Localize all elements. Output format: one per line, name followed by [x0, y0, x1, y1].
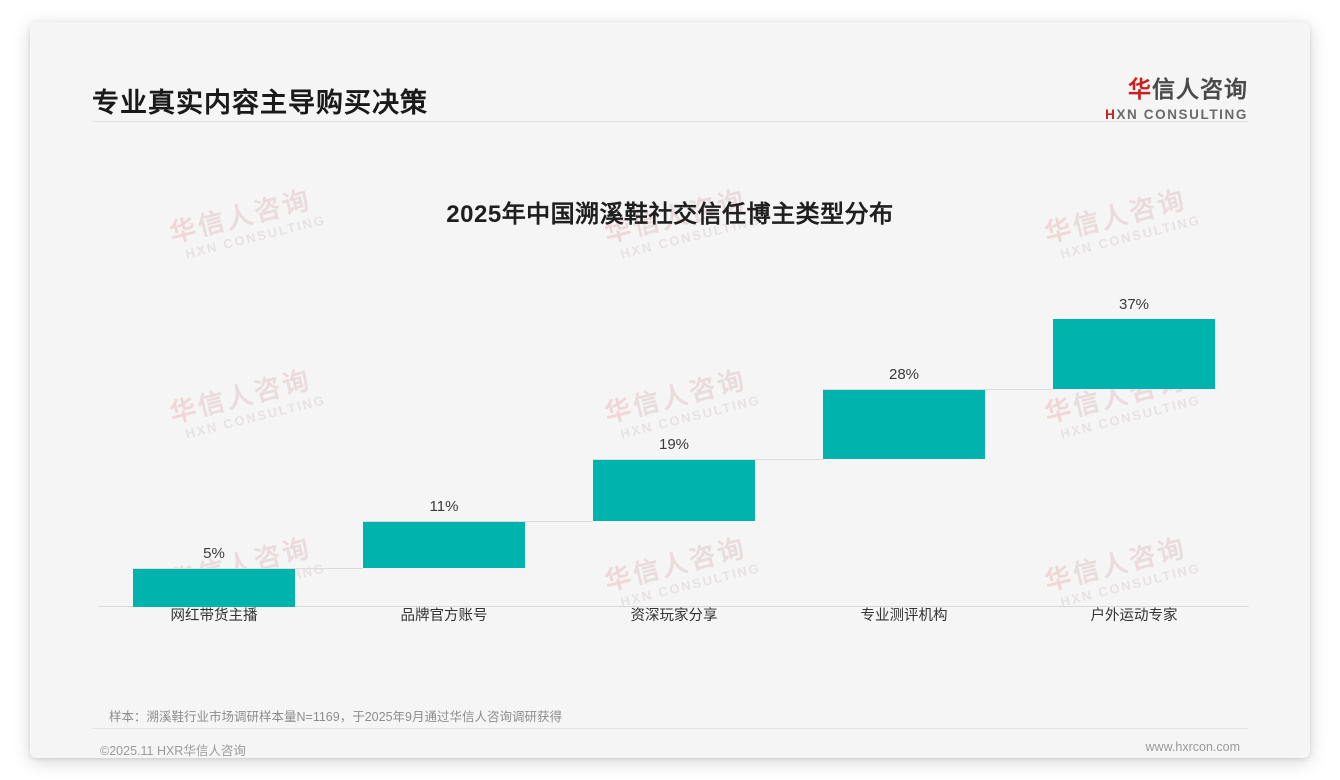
brand-logo-en-rest: XN CONSULTING: [1116, 107, 1248, 122]
footer-website: www.hxrcon.com: [1145, 740, 1240, 754]
slide-canvas: 华信人咨询 HXN CONSULTING 华信人咨询 HXN CONSULTIN…: [30, 22, 1310, 758]
bar-value-label-4: 28%: [888, 366, 920, 383]
bar-4: [823, 389, 985, 459]
step-connector-1: [133, 568, 363, 569]
brand-logo-cn-rest: 信人咨询: [1152, 76, 1248, 102]
bar-5: [1053, 319, 1215, 389]
page-title: 专业真实内容主导购买决策: [92, 88, 428, 118]
x-axis-label-2: 品牌官方账号: [400, 608, 488, 624]
step-connector-3: [593, 459, 823, 460]
bar-value-label-5: 37%: [1118, 296, 1150, 313]
bar-2: [363, 521, 525, 568]
brand-logo: 华信人咨询 HXN CONSULTING: [1105, 78, 1248, 122]
brand-logo-en-accent: H: [1105, 107, 1117, 122]
chart-source-note: 样本：溯溪鞋行业市场调研样本量N=1169，于2025年9月通过华信人咨询调研获…: [109, 710, 562, 724]
x-axis-label-1: 网红带货主播: [170, 608, 258, 624]
chart-title: 2025年中国溯溪鞋社交信任博主类型分布: [446, 201, 894, 228]
chart-x-axis: 网红带货主播 品牌官方账号 资深玩家分享 专业测评机构 户外运动专家: [99, 604, 1249, 632]
footer-divider: [92, 728, 1248, 729]
waterfall-chart-plot: 5% 11% 19% 28% 37%: [99, 262, 1249, 607]
brand-logo-cn-accent: 华: [1128, 76, 1152, 102]
chart-baseline: [99, 606, 1249, 607]
slide-header: 专业真实内容主导购买决策 华信人咨询 HXN CONSULTING: [30, 22, 1310, 122]
bar-3: [593, 459, 755, 521]
brand-logo-en: HXN CONSULTING: [1105, 108, 1248, 122]
step-connector-2: [363, 521, 593, 522]
x-axis-label-5: 户外运动专家: [1090, 608, 1178, 624]
header-divider: [92, 121, 1248, 122]
brand-logo-cn: 华信人咨询: [1105, 78, 1248, 101]
footer-copyright: ©2025.11 HXR华信人咨询: [100, 744, 246, 758]
bar-value-label-1: 5%: [203, 545, 225, 562]
bar-value-label-2: 11%: [429, 498, 459, 515]
x-axis-label-4: 专业测评机构: [860, 608, 948, 624]
x-axis-label-3: 资深玩家分享: [630, 608, 718, 624]
bar-1: [133, 568, 295, 607]
bar-value-label-3: 19%: [658, 436, 690, 453]
step-connector-4: [823, 389, 1053, 390]
